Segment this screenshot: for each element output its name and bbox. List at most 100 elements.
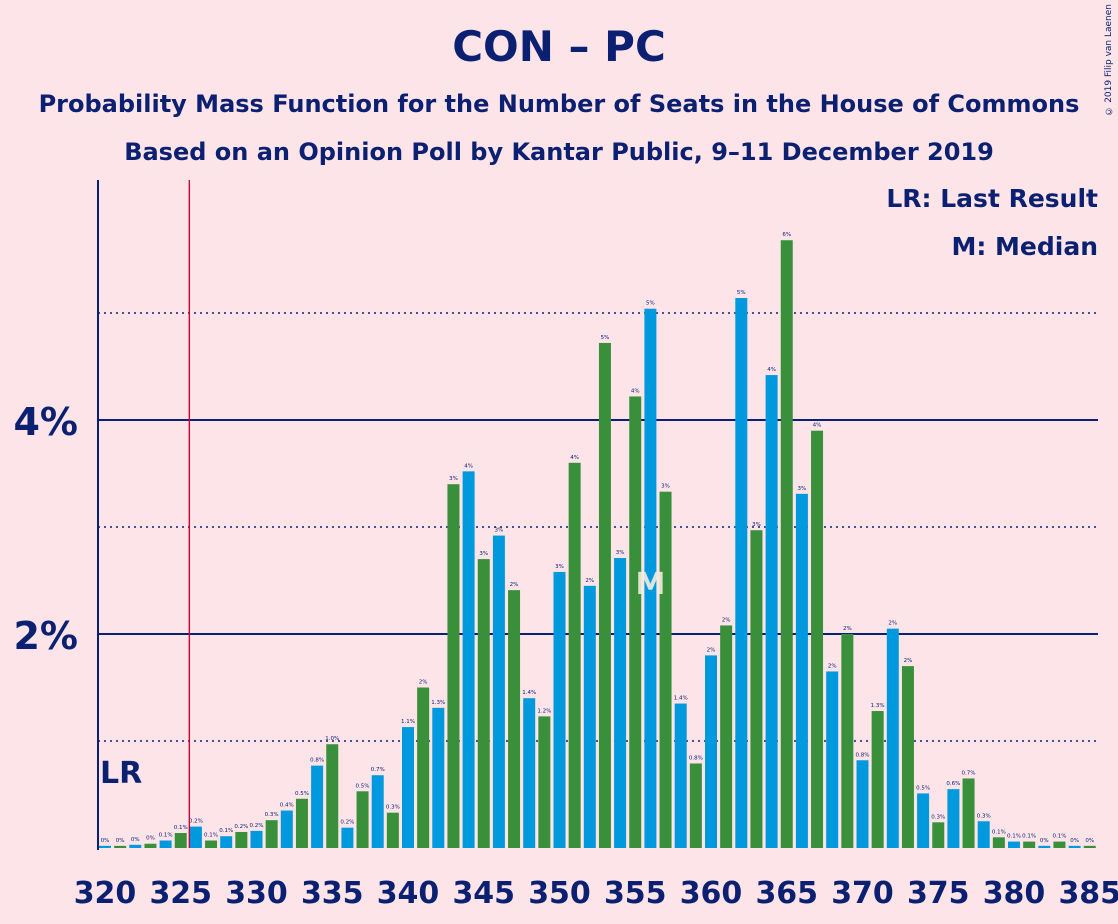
- bar-seat-382: [1038, 845, 1051, 848]
- bar-data-label: 0.3%: [265, 812, 279, 818]
- bar-seat-346: [492, 535, 505, 848]
- bar-seat-334: [311, 765, 324, 848]
- bar-data-label: 3%: [555, 564, 564, 570]
- bar-seat-384: [1068, 845, 1081, 848]
- bar-data-label: 0.5%: [356, 783, 370, 789]
- bar-seat-372: [886, 628, 899, 848]
- bar-seat-333: [295, 798, 308, 848]
- bar-data-label: 6%: [782, 232, 791, 238]
- x-tick-label: 370: [831, 876, 894, 911]
- bar-seat-365: [780, 240, 793, 849]
- chart-subtitle: Probability Mass Function for the Number…: [38, 90, 1080, 118]
- bar-data-label: 1.0%: [325, 736, 339, 742]
- bar-seat-354: [614, 558, 627, 848]
- bar-seat-340: [402, 727, 414, 848]
- median-marker: M: [635, 567, 665, 602]
- x-tick-label: 365: [755, 876, 818, 911]
- bar-seat-373: [901, 666, 914, 848]
- bar-data-label: 0.1%: [174, 825, 188, 831]
- y-tick-label: 4%: [13, 400, 78, 444]
- bar-seat-324: [159, 840, 172, 848]
- bar-data-label: 0.4%: [280, 803, 294, 809]
- bar-data-label: 3%: [661, 484, 670, 490]
- chart-title: CON – PC: [452, 22, 666, 71]
- bar-seat-323: [144, 843, 157, 848]
- bar-seat-327: [205, 840, 218, 848]
- bar-seat-353: [598, 342, 611, 848]
- bar-data-label: 5%: [646, 301, 655, 307]
- bar-seat-349: [538, 716, 551, 848]
- bar-data-label: 2%: [904, 658, 913, 664]
- bar-data-label: 0.1%: [992, 829, 1006, 835]
- bar-data-label: 3%: [495, 528, 504, 534]
- bar-data-label: 1.4%: [674, 696, 688, 702]
- x-tick-label: 345: [452, 876, 515, 911]
- bar-seat-347: [508, 590, 521, 848]
- bar-data-label: 0.1%: [219, 828, 233, 834]
- y-tick-label: 2%: [13, 614, 78, 658]
- bar-seat-377: [962, 778, 975, 848]
- bar-data-label: 3%: [479, 551, 488, 557]
- bar-seat-335: [326, 744, 339, 848]
- bar-seat-337: [356, 791, 369, 848]
- bar-seat-368: [826, 671, 839, 848]
- bar-data-label: 3%: [616, 550, 625, 556]
- bar-data-label: 0%: [1040, 838, 1049, 844]
- bar-seat-321: [114, 845, 127, 848]
- bar-seat-376: [947, 789, 960, 848]
- bar-data-label: 2%: [419, 680, 428, 686]
- bar-data-label: 0.2%: [189, 819, 203, 825]
- bar-seat-348: [523, 698, 536, 848]
- bar-data-label: 0.1%: [1022, 834, 1036, 840]
- bar-data-label: 0%: [101, 838, 110, 844]
- bar-data-label: 2%: [707, 647, 716, 653]
- bar-data-label: 0%: [146, 836, 155, 842]
- bar-data-label: 1.1%: [401, 719, 415, 725]
- x-tick-label: 320: [74, 876, 137, 911]
- bar-seat-341: [417, 687, 430, 848]
- bar-seat-336: [341, 827, 354, 848]
- bar-seat-342: [432, 707, 445, 848]
- x-tick-label: 385: [1058, 876, 1118, 911]
- bar-seat-320: [99, 845, 111, 848]
- bar-seat-355: [629, 396, 642, 848]
- bar-seat-360: [705, 655, 717, 848]
- bar-data-label: 1.3%: [431, 700, 445, 706]
- bar-seat-338: [371, 775, 384, 848]
- bar-seat-379: [992, 837, 1005, 848]
- bar-seat-370: [856, 760, 869, 848]
- bar-data-label: 0.2%: [340, 820, 354, 826]
- bar-seat-345: [477, 559, 490, 848]
- bar-seat-383: [1053, 841, 1066, 848]
- bar-seat-344: [462, 471, 475, 848]
- bar-data-label: 0.1%: [1007, 834, 1021, 840]
- bar-data-label: 0.2%: [234, 824, 248, 830]
- bar-seat-322: [129, 844, 142, 848]
- bar-seat-352: [583, 585, 596, 848]
- bar-data-label: 0.8%: [856, 752, 870, 758]
- bar-seat-381: [1023, 841, 1036, 848]
- x-tick-label: 330: [225, 876, 288, 911]
- bar-seat-374: [917, 793, 930, 848]
- bar-data-label: 5%: [737, 290, 746, 296]
- bar-seat-358: [674, 703, 687, 848]
- x-tick-label: 350: [528, 876, 591, 911]
- bar-data-label: 0.7%: [371, 767, 385, 773]
- bar-data-label: 2%: [888, 621, 897, 627]
- bar-data-label: 0%: [116, 838, 125, 844]
- x-tick-label: 355: [604, 876, 667, 911]
- bar-seat-326: [189, 826, 202, 848]
- bar-data-label: 0.3%: [977, 813, 991, 819]
- bar-seat-367: [811, 430, 824, 848]
- bar-data-label: 0%: [131, 837, 140, 843]
- bar-data-label: 0.1%: [159, 833, 173, 839]
- bar-data-label: 0.3%: [386, 805, 400, 811]
- bar-seat-380: [1008, 841, 1020, 848]
- last-result-marker-label: LR: [100, 756, 143, 791]
- bar-data-label: 1.3%: [871, 703, 885, 709]
- bar-seat-359: [689, 763, 702, 848]
- bar-seat-331: [265, 820, 278, 848]
- bar-data-label: 5%: [601, 335, 610, 341]
- bar-data-label: 2%: [510, 582, 519, 588]
